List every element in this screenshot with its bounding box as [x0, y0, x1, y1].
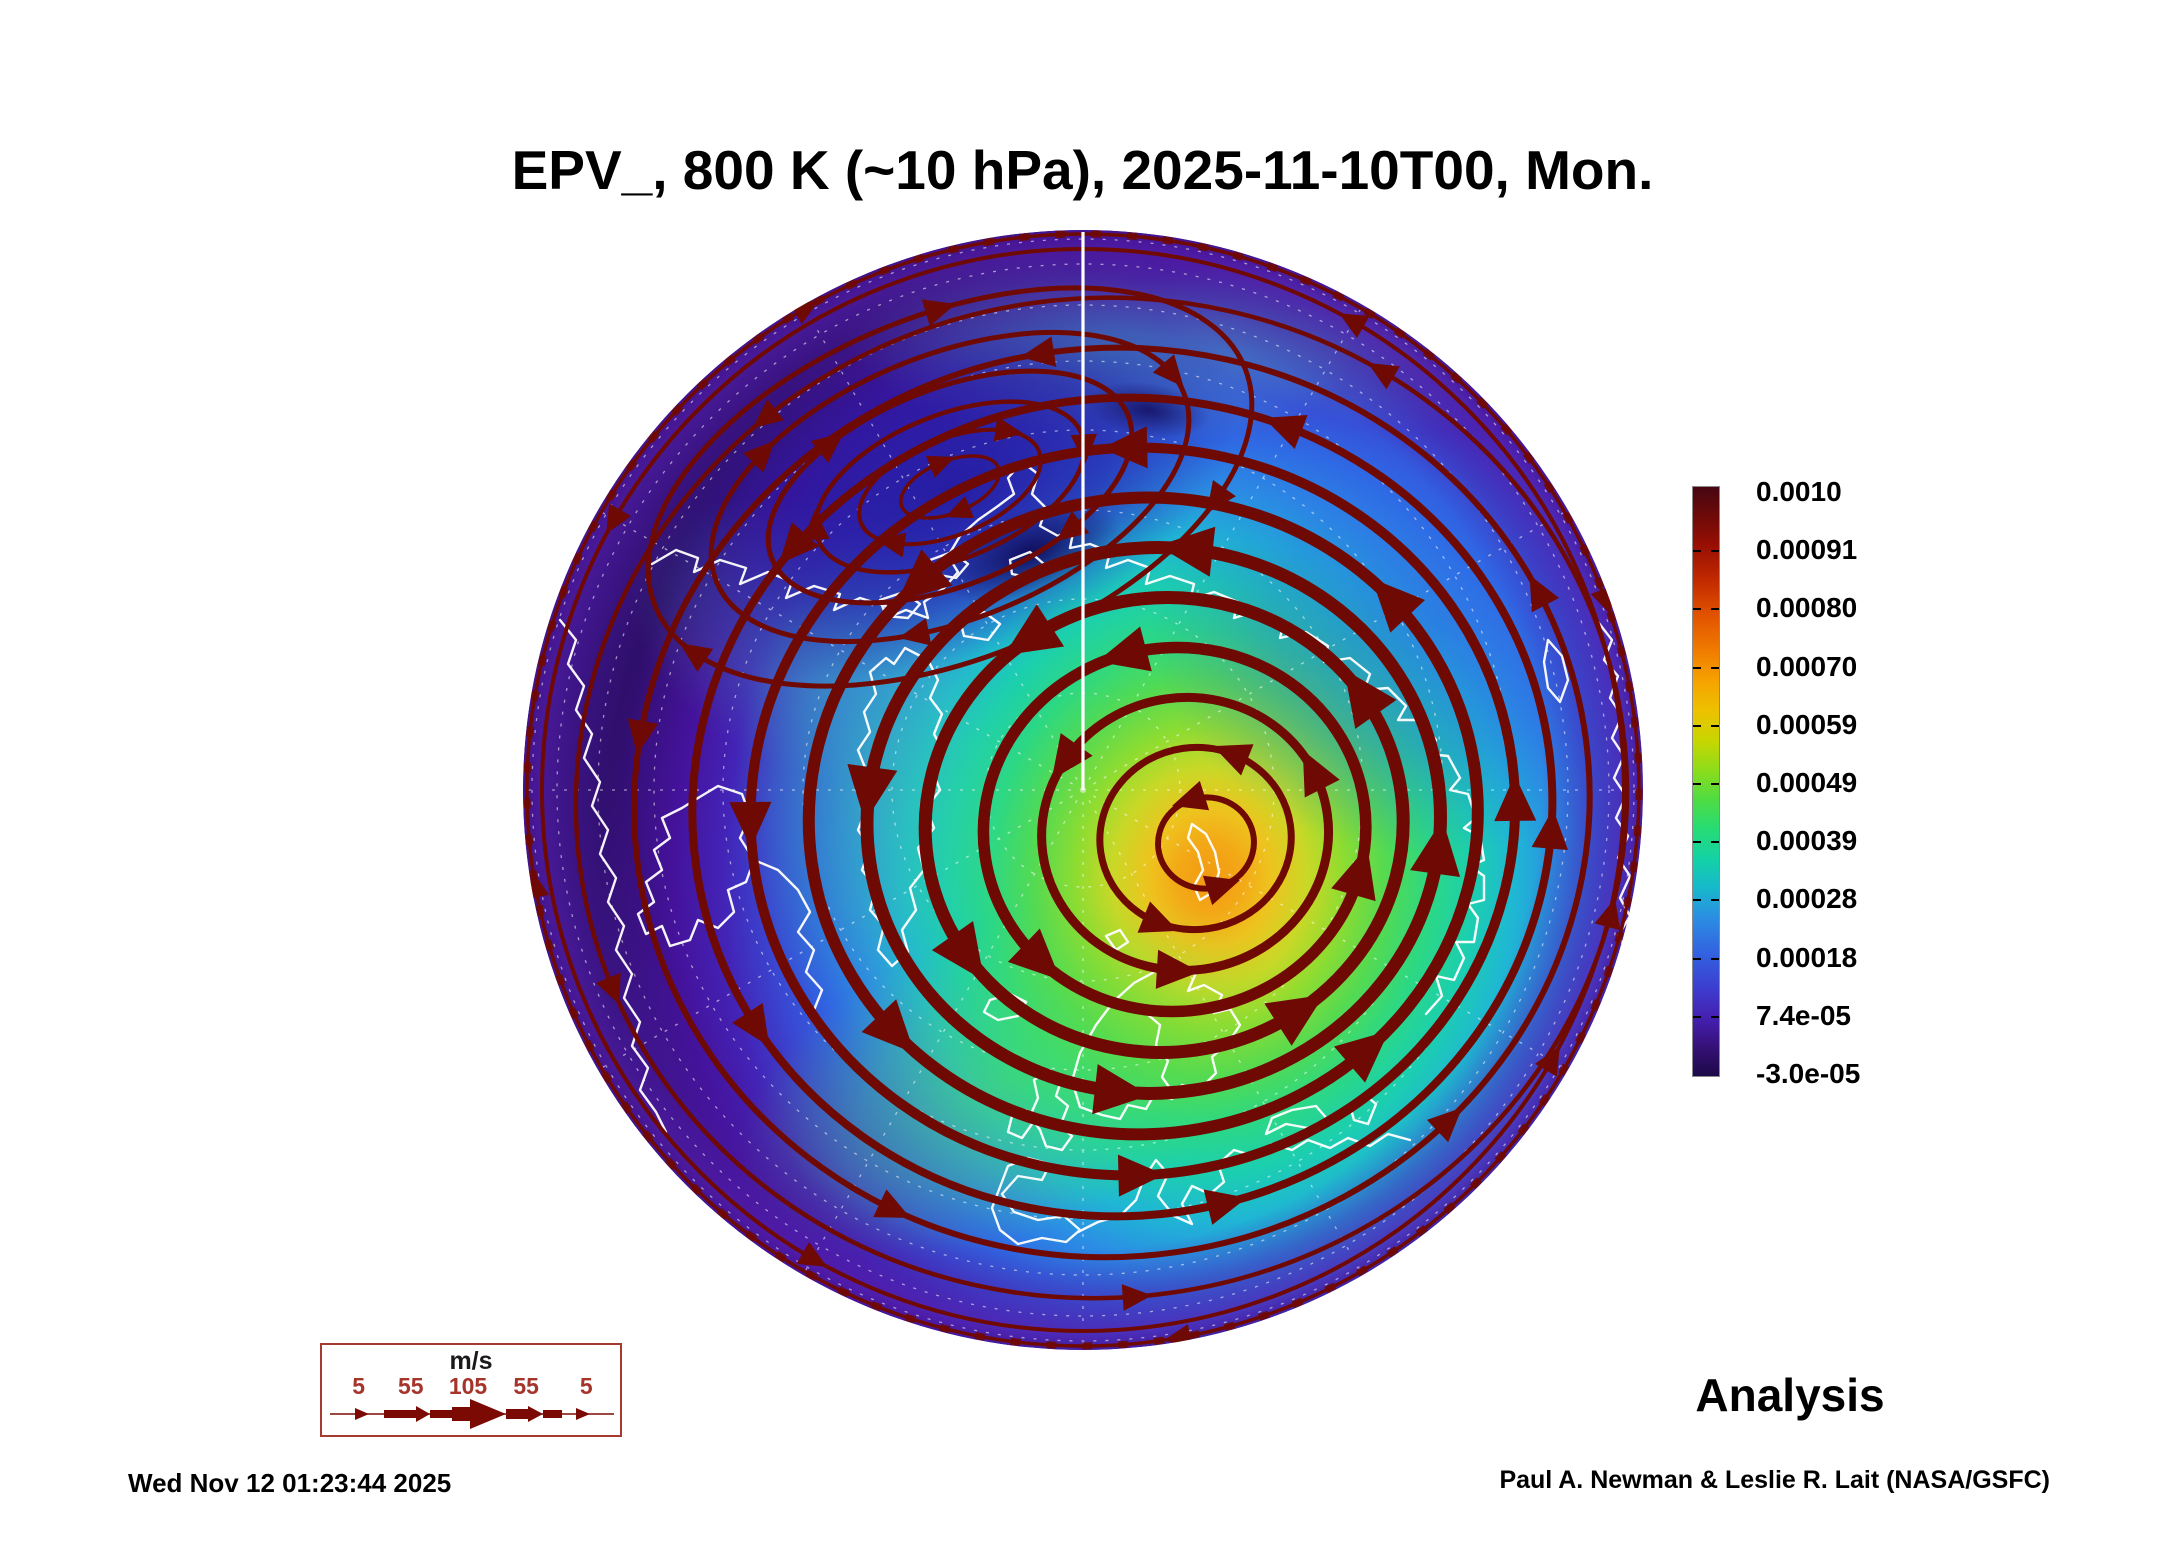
colorbar-tick — [1711, 783, 1719, 785]
colorbar-tick-label: 0.00080 — [1756, 592, 1858, 624]
colorbar-labels: 0.0010 0.00091 0.00080 0.00070 0.00059 0.0004… — [1756, 477, 1976, 1089]
colorbar-tick-label: 0.00039 — [1756, 825, 1858, 857]
wind-speed-legend: m/s 5 55 105 55 5 — [320, 1343, 622, 1437]
colorbar-tick — [1693, 608, 1701, 611]
wind-speed-value: 55 — [398, 1373, 424, 1399]
colorbar-tick-label: 0.0010 — [1756, 476, 1842, 507]
colorbar-tick — [1693, 1015, 1701, 1018]
creation-timestamp: Wed Nov 12 01:23:44 2025 — [128, 1468, 452, 1498]
colorbar-gradient — [1692, 486, 1720, 1077]
colorbar-tick — [1711, 957, 1719, 960]
colorbar-tick — [1693, 899, 1701, 902]
colorbar-tick-label: 0.00059 — [1756, 708, 1858, 740]
wind-speed-value: 5 — [352, 1373, 366, 1399]
colorbar-tick — [1711, 841, 1719, 844]
wind-speed-values: 5 55 105 55 5 — [322, 1373, 620, 1399]
wind-speed-value: 105 — [448, 1373, 488, 1399]
colorbar-tick — [1693, 550, 1701, 553]
colorbar-tick — [1711, 1015, 1719, 1018]
colorbar-tick — [1711, 550, 1719, 553]
credit-label: Paul A. Newman & Leslie R. Lait (NASA/GS… — [1499, 1466, 2050, 1494]
colorbar-tick-label: -3.0e-05 — [1756, 1058, 1861, 1089]
wind-speed-arrow-icon — [330, 1399, 614, 1429]
colorbar-tick-label: 0.00028 — [1756, 883, 1858, 915]
colorbar-tick — [1711, 724, 1719, 727]
analysis-label: Analysis — [1695, 1369, 1885, 1421]
colorbar-tick — [1711, 899, 1719, 902]
colorbar-tick-label: 7.4e-05 — [1756, 999, 1851, 1031]
colorbar-tick — [1693, 666, 1701, 669]
wind-streamlines — [525, 232, 1641, 1348]
colorbar-tick — [1711, 608, 1719, 611]
colorbar-tick — [1693, 841, 1701, 844]
colorbar-tick — [1693, 783, 1701, 785]
colorbar-tick — [1693, 724, 1701, 727]
colorbar-tick-label: 0.00070 — [1756, 650, 1858, 682]
wind-speed-value: 55 — [513, 1373, 539, 1399]
figure-title: EPV_, 800 K (~10 hPa), 2025-11-10T00, Mo… — [511, 139, 1654, 201]
colorbar-tick — [1693, 957, 1701, 960]
colorbar-tick-label: 0.00091 — [1756, 534, 1858, 566]
colorbar-tick-label: 0.00049 — [1756, 767, 1858, 798]
wind-unit-label: m/s — [449, 1347, 493, 1375]
colorbar-tick — [1711, 666, 1719, 669]
colorbar-tick-label: 0.00018 — [1756, 941, 1858, 973]
wind-speed-value: 5 — [579, 1373, 593, 1399]
